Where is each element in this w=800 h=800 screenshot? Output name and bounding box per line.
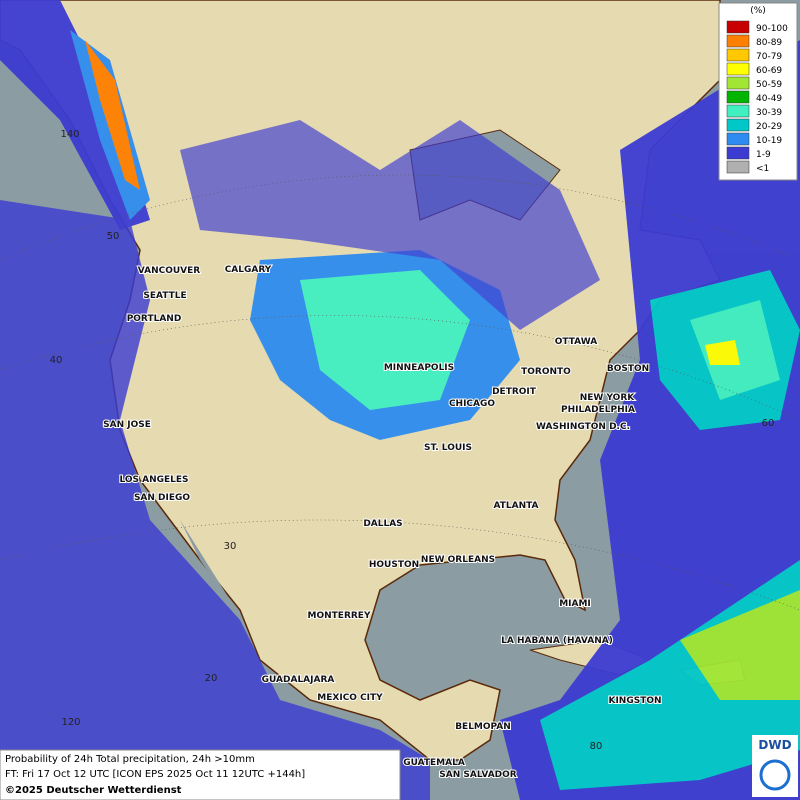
legend-label: 30-39 [756, 108, 782, 118]
legend-label: <1 [756, 164, 769, 174]
city-label: ST. LOUIS [424, 443, 472, 453]
legend-label: 10-19 [756, 136, 782, 146]
city-label: SAN JOSE [103, 420, 151, 430]
legend-label: 20-29 [756, 122, 782, 132]
city-label: BOSTON [607, 364, 649, 374]
footer-line: ©2025 Deutscher Wetterdienst [5, 785, 182, 796]
city-label: MEXICO CITY [317, 693, 383, 703]
legend-label: 50-59 [756, 80, 782, 90]
city-label: NEW YORK [580, 393, 636, 403]
logo-box [752, 735, 798, 797]
city-label: ATLANTA [493, 501, 538, 511]
legend-label: 1-9 [756, 150, 771, 160]
city-label: DALLAS [363, 519, 402, 529]
city-label: SEATTLE [143, 291, 186, 301]
plains-cyan [300, 270, 470, 410]
grid-label: 30 [224, 541, 237, 552]
city-label: VANCOUVER [138, 266, 201, 276]
city-label: TORONTO [521, 367, 571, 377]
city-label: MINNEAPOLIS [384, 363, 454, 373]
grid-label: 120 [61, 717, 80, 728]
city-label: NEW ORLEANS [421, 555, 495, 565]
legend-label: 80-89 [756, 38, 782, 48]
city-label: GUADALAJARA [262, 675, 335, 685]
legend-swatch [726, 20, 750, 34]
city-label: SAN SALVADOR [439, 770, 516, 780]
footer-line: Probability of 24h Total precipitation, … [5, 754, 255, 765]
legend-swatch [726, 48, 750, 62]
legend-label: 90-100 [756, 24, 788, 34]
grid-label: 80 [590, 741, 603, 752]
legend-label: 60-69 [756, 66, 782, 76]
caribbean-green [680, 590, 800, 700]
pacific-precip [0, 200, 430, 800]
grid-label: 140 [60, 129, 79, 140]
lat-line [0, 174, 800, 261]
legend-title: (%) [750, 6, 766, 16]
logo-icon [759, 759, 791, 791]
legend-label: 70-79 [756, 52, 782, 62]
city-label: KINGSTON [608, 696, 661, 706]
city-label: DETROIT [492, 387, 537, 397]
canada-precip [180, 120, 600, 330]
city-label: OTTAWA [555, 337, 598, 347]
graticule [0, 174, 800, 611]
city-label: CHICAGO [449, 399, 495, 409]
legend-swatch [726, 104, 750, 118]
city-label: LA HABANA (HAVANA) [501, 636, 613, 646]
legend-swatch [726, 90, 750, 104]
legend: (%) 90-100 80-89 70-79 60-69 50-59 40-49 30-39… [718, 2, 798, 181]
city-label: WASHINGTON D.C. [536, 422, 630, 432]
grid-label: 60 [762, 418, 775, 429]
legend-swatch [726, 132, 750, 146]
city-label: BELMOPAN [455, 722, 511, 732]
logo: DWD [758, 738, 791, 752]
legend-swatch [726, 118, 750, 132]
footer-line: FT: Fri 17 Oct 12 UTC [ICON EPS 2025 Oct… [5, 769, 305, 780]
city-label: CALGARY [225, 265, 272, 275]
grid-label: 50 [107, 231, 120, 242]
legend-swatch [726, 62, 750, 76]
city-label: GUATEMALA [403, 758, 465, 768]
city-label: MIAMI [559, 599, 591, 609]
legend-label: 40-49 [756, 94, 782, 104]
legend-swatch [726, 160, 750, 174]
city-label: HOUSTON [369, 560, 419, 570]
legend-swatch [726, 146, 750, 160]
legend-swatch [726, 34, 750, 48]
city-label: LOS ANGELES [119, 475, 188, 485]
city-label: SAN DIEGO [134, 493, 190, 503]
footer-box [0, 749, 401, 800]
grid-label: 20 [205, 673, 218, 684]
gulf-of-california [180, 520, 250, 640]
city-label: PORTLAND [127, 314, 182, 324]
city-label: PHILADELPHIA [561, 405, 635, 415]
city-label: MONTERREY [308, 611, 371, 621]
coast-peak [85, 40, 140, 190]
grid-label: 40 [50, 355, 63, 366]
legend-swatch [726, 76, 750, 90]
atlantic-yellow [705, 340, 740, 365]
